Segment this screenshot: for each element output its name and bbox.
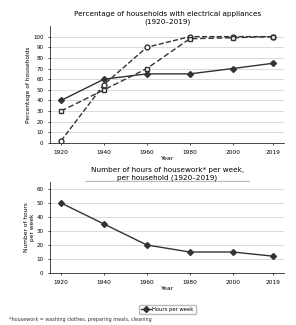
Y-axis label: Number of hours
per week: Number of hours per week <box>24 202 35 253</box>
Text: *housework = washing clothes, preparing meals, cleaning: *housework = washing clothes, preparing … <box>9 317 152 322</box>
X-axis label: Year: Year <box>160 156 174 161</box>
Title: Number of hours of housework* per week,
per household (1920–2019): Number of hours of housework* per week, … <box>91 167 244 181</box>
Legend: Washing machine, Refrigerator, Vacuum cleaner: Washing machine, Refrigerator, Vacuum cl… <box>85 181 250 190</box>
Y-axis label: Percentage of households: Percentage of households <box>26 46 31 123</box>
Legend: Hours per week: Hours per week <box>139 305 196 314</box>
X-axis label: Year: Year <box>160 286 174 291</box>
Title: Percentage of households with electrical appliances
(1920–2019): Percentage of households with electrical… <box>74 11 261 25</box>
